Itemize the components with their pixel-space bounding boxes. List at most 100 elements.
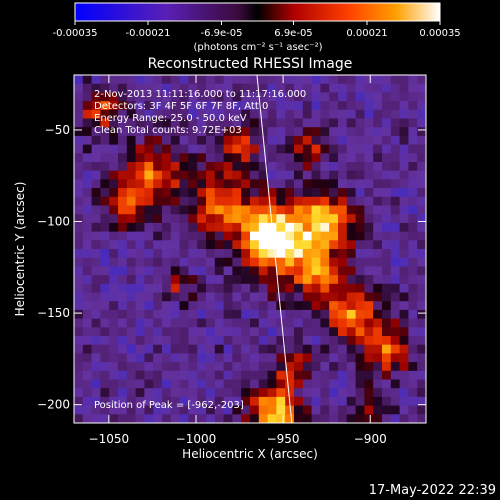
heatmap-cell [276, 240, 286, 250]
heatmap-cell [338, 101, 348, 111]
heatmap-cell [276, 249, 286, 259]
heatmap-cell [390, 109, 400, 119]
heatmap-cell [417, 275, 426, 285]
heatmap-cell [285, 414, 295, 423]
heatmap-cell [197, 292, 207, 302]
heatmap-cell [373, 162, 383, 172]
heatmap-cell [311, 301, 321, 311]
heatmap-cell [364, 327, 374, 337]
heatmap-cell [294, 135, 304, 145]
heatmap-cell [206, 83, 216, 93]
heatmap-cell [153, 101, 163, 111]
heatmap-cell [162, 92, 172, 102]
heatmap-cell [250, 196, 260, 206]
heatmap-cell [294, 257, 304, 267]
heatmap-cell [214, 135, 224, 145]
heatmap-cell [276, 396, 286, 406]
heatmap-cell [135, 362, 145, 372]
heatmap-cell [364, 405, 374, 415]
heatmap-cell [346, 144, 356, 154]
heatmap-cell [408, 240, 418, 250]
heatmap-cell [364, 257, 374, 267]
heatmap-cell [223, 196, 233, 206]
heatmap-cell [126, 75, 136, 85]
heatmap-cell [302, 379, 312, 389]
heatmap-cell [223, 353, 233, 363]
heatmap-cell [153, 301, 163, 311]
heatmap-cell [417, 222, 426, 232]
heatmap-cell [399, 257, 409, 267]
heatmap-cell [206, 153, 216, 163]
heatmap-cell [364, 309, 374, 319]
heatmap-cell [373, 170, 383, 180]
heatmap-cell [408, 388, 418, 398]
heatmap-cell [214, 353, 224, 363]
heatmap-cell [162, 301, 172, 311]
heatmap-cell [258, 309, 268, 319]
heatmap-cell [276, 275, 286, 285]
heatmap-cell [197, 240, 207, 250]
heatmap-cell [206, 240, 216, 250]
heatmap-cell [382, 362, 392, 372]
heatmap-cell [82, 353, 92, 363]
heatmap-cell [355, 127, 365, 137]
heatmap-cell [232, 327, 242, 337]
heatmap-cell [100, 101, 110, 111]
colorbar-tick-label: 6.9e-05 [274, 28, 312, 39]
heatmap-cell [188, 231, 198, 241]
heatmap-cell [338, 414, 348, 423]
heatmap-cell [153, 222, 163, 232]
heatmap-cell [250, 127, 260, 137]
heatmap-cell [346, 379, 356, 389]
heatmap-cell [294, 127, 304, 137]
heatmap-cell [250, 257, 260, 267]
heatmap-cell [144, 170, 154, 180]
heatmap-cell [214, 162, 224, 172]
heatmap-cell [417, 292, 426, 302]
heatmap-cell [126, 205, 136, 215]
heatmap-cell [267, 214, 277, 224]
heatmap-cell [258, 396, 268, 406]
heatmap-cell [197, 101, 207, 111]
heatmap-cell [162, 353, 172, 363]
heatmap-cell [82, 309, 92, 319]
heatmap-cell [144, 240, 154, 250]
heatmap-cell [153, 75, 163, 85]
heatmap-cell [373, 144, 383, 154]
heatmap-cell [206, 370, 216, 380]
heatmap-cell [338, 327, 348, 337]
heatmap-cell [74, 257, 84, 267]
heatmap-cell [197, 309, 207, 319]
heatmap-cell [408, 214, 418, 224]
heatmap-cell [364, 249, 374, 259]
heatmap-cell [390, 188, 400, 198]
heatmap-cell [346, 162, 356, 172]
heatmap-cell [109, 266, 119, 276]
heatmap-cell [162, 109, 172, 119]
heatmap-cell [74, 75, 84, 85]
heatmap-cell [206, 266, 216, 276]
heatmap-cell [241, 318, 251, 328]
heatmap-cell [170, 362, 180, 372]
heatmap-cell [197, 196, 207, 206]
solar-limb-line [256, 75, 293, 423]
heatmap-cell [82, 214, 92, 224]
heatmap-cell [294, 414, 304, 423]
heatmap-cell [232, 135, 242, 145]
heatmap-cell [302, 275, 312, 285]
heatmap-cell [320, 353, 330, 363]
heatmap-cell [267, 83, 277, 93]
heatmap-cell [223, 275, 233, 285]
heatmap-cell [126, 370, 136, 380]
heatmap-cell [170, 370, 180, 380]
heatmap-cell [408, 118, 418, 128]
heatmap-cell [100, 327, 110, 337]
heatmap-cell [355, 162, 365, 172]
heatmap-cell [91, 92, 101, 102]
heatmap-cell [399, 275, 409, 285]
heatmap-cell [188, 196, 198, 206]
timestamp: 17-May-2022 22:39 [369, 483, 496, 498]
colorbar [74, 2, 441, 22]
heatmap-cell [373, 214, 383, 224]
heatmap-cell [109, 162, 119, 172]
